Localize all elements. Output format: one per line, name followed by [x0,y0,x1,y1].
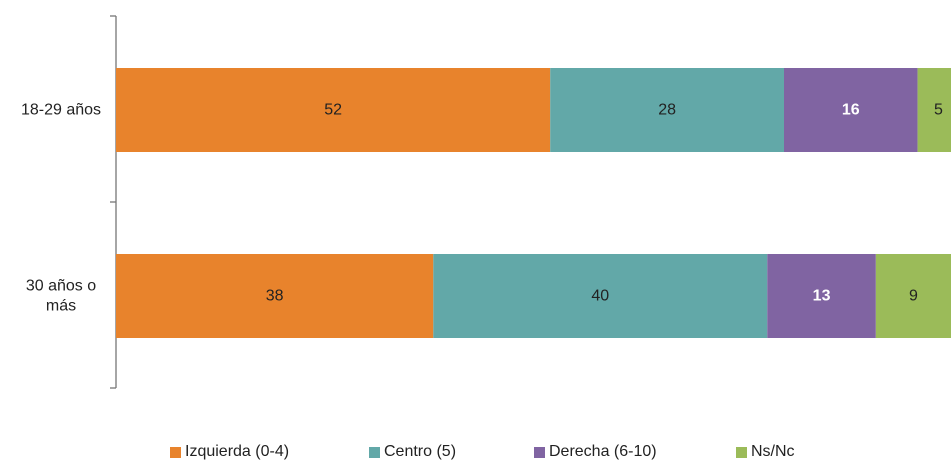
data-label: 38 [266,288,284,305]
data-label: 9 [909,288,918,305]
legend-swatch [170,446,181,458]
legend-item: Derecha (6-10) [534,443,657,461]
legend-swatch [369,446,380,458]
legend-swatch [534,446,545,458]
bar-segment [433,254,768,338]
legend-label: Izquierda (0-4) [185,443,290,460]
legend: Izquierda (0-4) Centro (5) Derecha (6-10) N… [0,443,951,465]
bar-segment [116,254,434,338]
legend-label: Centro (5) [384,443,457,460]
legend-label: Ns/Nc [751,443,795,460]
category-label: 18-29 años [21,102,101,119]
legend-swatch [736,446,747,458]
data-labels: 52 28 16 5 38 40 13 9 [266,102,943,305]
data-label: 28 [658,102,676,119]
bar-segment [767,254,876,338]
data-label: 5 [934,102,943,119]
data-label: 13 [813,288,831,305]
category-label: más [46,298,76,315]
bar-segment [116,68,551,152]
legend-item: Centro (5) [369,443,456,461]
legend-label: Derecha (6-10) [549,443,657,460]
bar-segment [784,68,918,152]
bar-segment [550,68,784,152]
bars [116,68,951,338]
bar-segment [875,254,951,338]
category-labels: 18-29 años 30 años o más [21,102,101,315]
bar-segment [917,68,951,152]
legend-item: Izquierda (0-4) [170,443,289,461]
data-label: 40 [591,288,609,305]
legend-item: Ns/Nc [736,443,795,461]
data-label: 52 [324,102,342,119]
data-label: 16 [842,102,860,119]
category-label: 30 años o [26,278,96,295]
y-axis [110,15,117,389]
stacked-bar-chart: 52 28 16 5 38 40 13 9 18-29 años 30 años o más [21,15,951,389]
